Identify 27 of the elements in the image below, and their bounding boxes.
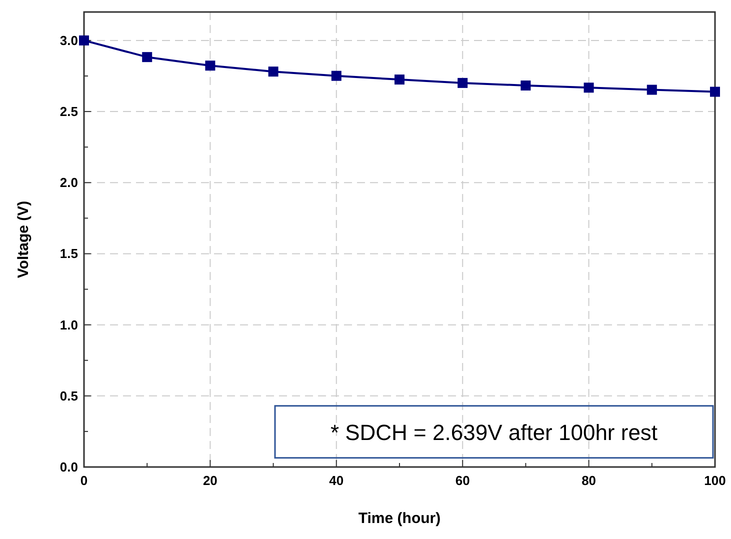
y-tick-label: 2.5 xyxy=(60,104,78,120)
y-axis-title: Voltage (V) xyxy=(15,200,32,278)
x-tick-label: 80 xyxy=(582,473,596,488)
point xyxy=(79,35,89,46)
point xyxy=(646,84,657,95)
y-tick-label: 1.5 xyxy=(60,246,78,262)
point xyxy=(520,80,531,91)
y-tick-label: 0.0 xyxy=(60,460,78,474)
point xyxy=(142,52,152,62)
x-tick-label: 0 xyxy=(80,473,88,488)
point xyxy=(584,82,594,93)
y-tick-label: 0.5 xyxy=(60,388,78,404)
x-tick-label: 100 xyxy=(704,473,726,488)
point xyxy=(205,60,216,71)
y-tick-label: 3.0 xyxy=(60,32,78,48)
y-tick-label: 1.0 xyxy=(60,317,78,332)
point xyxy=(458,78,468,88)
x-tick-label: 20 xyxy=(202,473,218,488)
point xyxy=(268,66,278,77)
point xyxy=(331,70,342,81)
annotation: * SDCH = 2.639V after 100hr rest xyxy=(330,420,658,445)
x-tick-label: 40 xyxy=(329,473,344,488)
point xyxy=(710,86,720,97)
x-axis-title: Time (hour) xyxy=(358,510,441,527)
y-tick-label: 2.0 xyxy=(60,175,78,190)
point xyxy=(394,74,404,85)
x-tick-label: 60 xyxy=(455,473,470,488)
